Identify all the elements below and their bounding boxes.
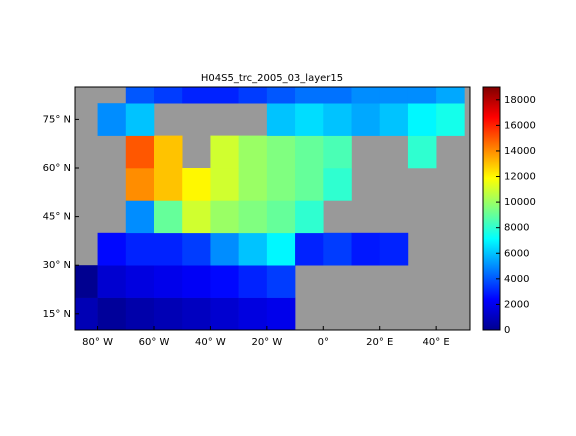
cell bbox=[379, 103, 409, 136]
cell bbox=[125, 297, 155, 330]
cell bbox=[266, 265, 296, 298]
y-tick-label: 75° N bbox=[43, 114, 71, 125]
y-tick-label: 60° N bbox=[43, 163, 71, 174]
cell bbox=[154, 297, 183, 330]
cell bbox=[351, 103, 381, 136]
cell bbox=[238, 200, 268, 234]
cell bbox=[154, 168, 183, 201]
colorbar-tick-label: 10000 bbox=[504, 197, 536, 208]
cell bbox=[266, 103, 296, 136]
cell bbox=[351, 232, 381, 266]
colorbar-tick-label: 14000 bbox=[504, 146, 536, 157]
cell bbox=[407, 103, 437, 136]
cell bbox=[323, 87, 352, 104]
cell bbox=[125, 200, 155, 234]
colorbar-tick-label: 16000 bbox=[504, 120, 536, 131]
cell bbox=[295, 87, 324, 104]
cell bbox=[210, 297, 239, 330]
cell bbox=[351, 87, 381, 104]
cell bbox=[323, 168, 352, 201]
cell bbox=[210, 168, 239, 201]
cell bbox=[295, 200, 324, 234]
cell bbox=[125, 232, 155, 266]
cell bbox=[97, 265, 127, 298]
colorbar bbox=[482, 86, 501, 331]
cell bbox=[97, 232, 127, 266]
cell bbox=[97, 103, 127, 136]
field bbox=[75, 87, 465, 330]
cell bbox=[238, 168, 268, 201]
cell bbox=[295, 103, 324, 136]
y-tick-label: 15° N bbox=[43, 309, 71, 320]
x-tick-label: 0° bbox=[318, 337, 329, 348]
cell bbox=[266, 297, 296, 330]
cell bbox=[182, 87, 211, 104]
x-tick-label: 20° W bbox=[251, 337, 282, 348]
cell bbox=[238, 265, 268, 298]
cell bbox=[182, 297, 211, 330]
cell bbox=[238, 232, 268, 266]
cell bbox=[125, 168, 155, 201]
cell bbox=[75, 265, 98, 298]
cell bbox=[407, 135, 437, 169]
plot-frame bbox=[74, 86, 471, 331]
cell bbox=[125, 87, 155, 104]
cell bbox=[125, 103, 155, 136]
colorbar-tick-label: 8000 bbox=[504, 223, 529, 234]
cell bbox=[436, 87, 465, 104]
cell bbox=[210, 232, 239, 266]
cell bbox=[266, 135, 296, 169]
cell bbox=[379, 87, 409, 104]
x-tick-label: 40° W bbox=[195, 337, 226, 348]
cell bbox=[154, 265, 183, 298]
cell bbox=[323, 135, 352, 169]
cell bbox=[154, 135, 183, 169]
cell bbox=[295, 168, 324, 201]
cell bbox=[238, 87, 268, 104]
colorbar-tick-label: 0 bbox=[504, 325, 510, 336]
y-tick-label: 45° N bbox=[43, 212, 71, 223]
x-tick-label: 80° W bbox=[82, 337, 113, 348]
cell bbox=[379, 232, 409, 266]
cell bbox=[182, 200, 211, 234]
y-tick-label: 30° N bbox=[43, 260, 71, 271]
x-tick-label: 20° E bbox=[366, 337, 393, 348]
cell bbox=[154, 87, 183, 104]
cell bbox=[210, 265, 239, 298]
cell bbox=[266, 232, 296, 266]
cell bbox=[266, 168, 296, 201]
colorbar-tick-label: 6000 bbox=[504, 248, 529, 259]
colorbar-tick-label: 4000 bbox=[504, 274, 529, 285]
cell bbox=[125, 135, 155, 169]
x-tick-label: 40° E bbox=[423, 337, 450, 348]
cell bbox=[75, 297, 98, 330]
cell bbox=[182, 265, 211, 298]
cell bbox=[210, 135, 239, 169]
cell bbox=[210, 200, 239, 234]
cell bbox=[295, 232, 324, 266]
colorbar-tick-label: 2000 bbox=[504, 299, 529, 310]
cell bbox=[266, 200, 296, 234]
cell bbox=[154, 200, 183, 234]
cell bbox=[323, 232, 352, 266]
cell bbox=[266, 87, 296, 104]
cell bbox=[407, 87, 437, 104]
cell bbox=[97, 297, 127, 330]
cell bbox=[295, 135, 324, 169]
cell bbox=[125, 265, 155, 298]
cell bbox=[238, 135, 268, 169]
chart-title: H04S5_trc_2005_03_layer15 bbox=[201, 73, 343, 84]
cell bbox=[182, 232, 211, 266]
colorbar-tick-label: 18000 bbox=[504, 95, 536, 106]
cell bbox=[238, 297, 268, 330]
cell bbox=[154, 232, 183, 266]
cell bbox=[210, 87, 239, 104]
colorbar-tick-label: 12000 bbox=[504, 172, 536, 183]
cell bbox=[182, 168, 211, 201]
x-tick-label: 60° W bbox=[139, 337, 170, 348]
cell bbox=[436, 103, 465, 136]
cell bbox=[323, 103, 352, 136]
